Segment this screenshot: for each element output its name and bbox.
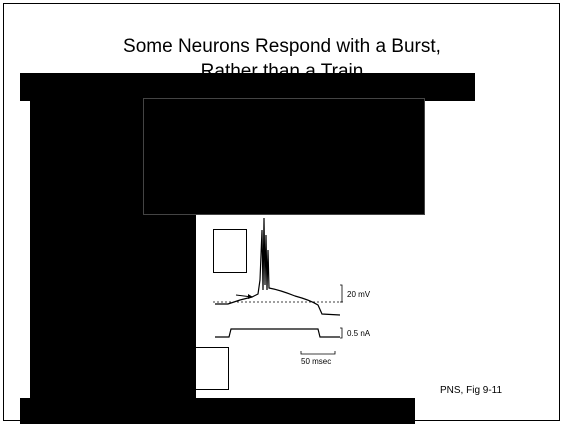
voltage-trace xyxy=(215,217,341,316)
current-trace xyxy=(215,328,340,338)
redaction xyxy=(143,98,425,215)
scale-label: 50 msec xyxy=(301,357,331,366)
redaction xyxy=(20,398,415,424)
blank-box xyxy=(213,229,247,273)
caption: PNS, Fig 9-11 xyxy=(440,385,502,396)
figure xyxy=(213,217,345,355)
redaction xyxy=(20,73,475,101)
blank-box xyxy=(195,347,229,390)
scale-label: 0.5 nA xyxy=(347,329,371,338)
title-line: Some Neurons Respond with a Burst, xyxy=(123,36,441,57)
scale-label: 20 mV xyxy=(347,290,371,299)
redaction-edge xyxy=(143,98,425,215)
time-scale-bar xyxy=(300,351,336,355)
voltage-scale-bar xyxy=(340,284,343,303)
current-scale-bar xyxy=(340,327,343,339)
arrow-head xyxy=(248,294,253,299)
